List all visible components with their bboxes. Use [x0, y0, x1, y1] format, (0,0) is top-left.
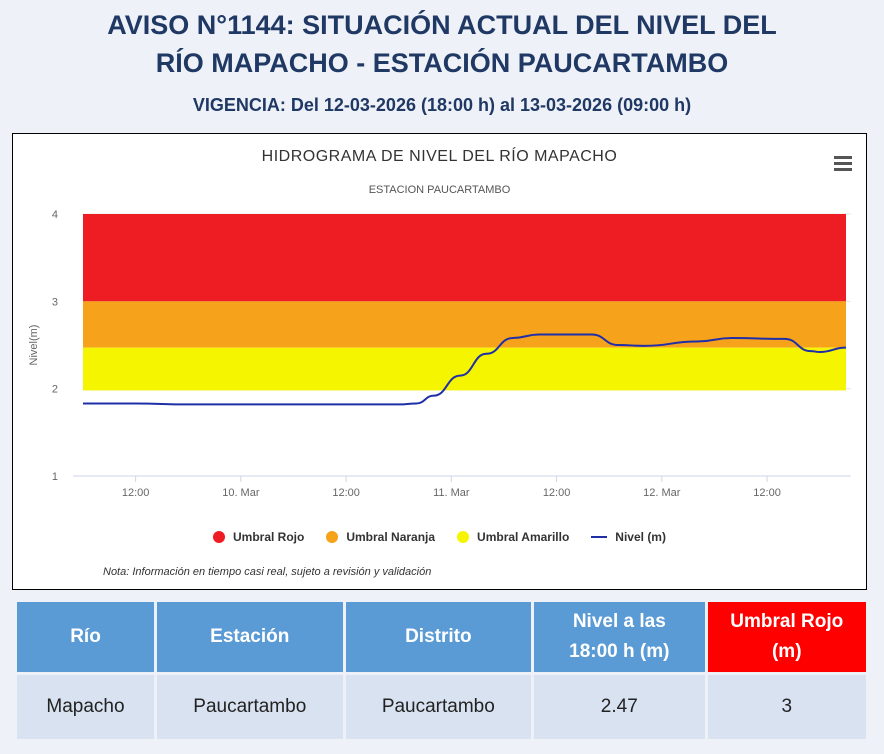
y-axis-label: Nivel(m): [28, 325, 40, 366]
legend-label: Nivel (m): [615, 530, 666, 544]
cell-rio: Mapacho: [17, 675, 154, 739]
x-tick-label: 12. Mar: [643, 487, 681, 499]
legend-item-umbral-amarillo[interactable]: Umbral Amarillo: [457, 530, 569, 544]
threshold-band: [83, 301, 846, 348]
chart-container: 1 2 3 4 12:00 10. Mar 12:00 11. Mar 12:00 12. Mar…: [12, 133, 867, 590]
x-tick-label: 10. Mar: [222, 487, 260, 499]
threshold-band: [83, 347, 846, 391]
header-nivel-line2: 18:00 h (m): [569, 641, 670, 662]
legend-label: Umbral Amarillo: [477, 530, 570, 544]
legend-marker-amarillo: [457, 531, 470, 543]
cell-distrito: Paucartambo: [345, 675, 532, 739]
header-nivel-line1: Nivel a las: [572, 611, 666, 632]
header-estacion: Estación: [157, 602, 343, 672]
header-umbral-line1: Umbral Rojo: [730, 611, 844, 632]
title-line-2: RÍO MAPACHO - ESTACIÓN PAUCARTAMBO: [155, 48, 729, 78]
hydrograph-chart: 1 2 3 4 12:00 10. Mar 12:00 11. Mar 12:00 12. Mar…: [28, 209, 851, 499]
y-tick-label: 4: [52, 209, 58, 221]
page-title: AVISO N°1144: SITUACIÓN ACTUAL DEL NIVEL…: [0, 6, 884, 82]
chart-subtitle: ESTACION PAUCARTAMBO: [368, 184, 511, 196]
x-tick-label: 11. Mar: [433, 487, 470, 499]
x-tick-label: 12:00: [753, 487, 781, 499]
legend-marker-naranja: [326, 531, 339, 543]
legend-label: Umbral Naranja: [346, 530, 436, 544]
header-umbral-line2: (m): [771, 641, 802, 662]
table-header-row: Río Estación Distrito Nivel a las 18:00 …: [17, 602, 866, 672]
y-tick-label: 2: [52, 384, 58, 396]
chart-note: Nota: Información en tiempo casi real, s…: [103, 566, 432, 578]
station-table: Río Estación Distrito Nivel a las 18:00 …: [14, 599, 869, 742]
hamburger-menu-icon[interactable]: [834, 156, 852, 171]
x-tick-label: 12:00: [543, 487, 571, 499]
legend-item-nivel[interactable]: Nivel (m): [591, 530, 666, 544]
y-tick-label: 1: [52, 471, 58, 483]
x-tick-label: 12:00: [122, 487, 150, 499]
header-distrito: Distrito: [345, 602, 532, 672]
title-line-1: AVISO N°1144: SITUACIÓN ACTUAL DEL NIVEL…: [107, 10, 777, 40]
y-tick-label: 3: [52, 296, 58, 308]
header-umbral-rojo: Umbral Rojo (m): [707, 602, 866, 672]
series-line-nivel: [83, 333, 847, 406]
cell-umbral-rojo: 3: [707, 675, 866, 739]
x-tick-label: 12:00: [332, 487, 360, 499]
legend-marker-rojo: [213, 531, 225, 543]
vigencia-text: VIGENCIA: Del 12-03-2026 (18:00 h) al 13…: [192, 95, 692, 115]
chart-title: HIDROGRAMA DE NIVEL DEL RÍO MAPACHO: [261, 148, 618, 165]
legend-marker-nivel: [591, 536, 608, 538]
legend-label: Umbral Rojo: [233, 530, 305, 544]
cell-nivel: 2.47: [534, 675, 705, 739]
chart-legend: Umbral Rojo Umbral Naranja Umbral Amaril…: [13, 530, 866, 544]
threshold-band: [83, 214, 846, 302]
header-nivel: Nivel a las 18:00 h (m): [534, 602, 705, 672]
table-row: Mapacho Paucartambo Paucartambo 2.47 3: [17, 675, 866, 739]
header-rio: Río: [17, 602, 154, 672]
legend-item-umbral-rojo[interactable]: Umbral Rojo: [213, 530, 304, 544]
legend-item-umbral-naranja[interactable]: Umbral Naranja: [326, 530, 435, 544]
cell-estacion: Paucartambo: [157, 675, 343, 739]
